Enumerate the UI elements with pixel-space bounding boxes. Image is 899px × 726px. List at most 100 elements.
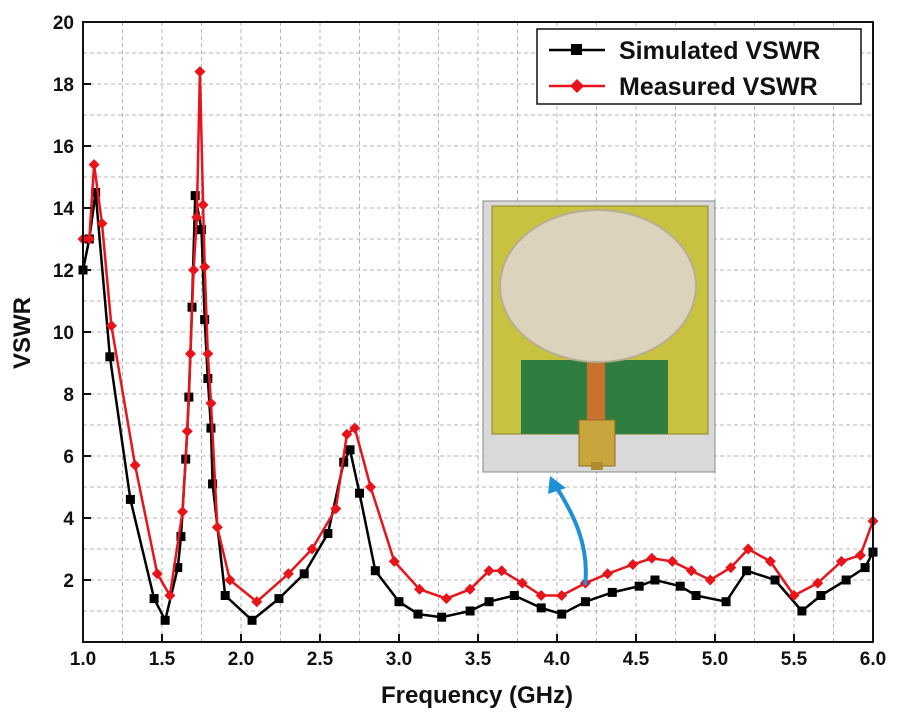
data-point-simulated-vswr	[816, 591, 826, 600]
x-axis-title: Frequency (GHz)	[381, 682, 573, 709]
data-point-measured-vswr	[464, 583, 476, 595]
data-point-simulated-vswr	[721, 597, 731, 607]
data-point-measured-vswr	[341, 428, 353, 440]
data-point-measured-vswr	[788, 590, 800, 601]
data-point-simulated-vswr	[607, 587, 617, 597]
data-point-measured-vswr	[764, 555, 776, 567]
data-point-simulated-vswr	[197, 225, 206, 235]
data-point-simulated-vswr	[203, 374, 213, 383]
data-point-simulated-vswr	[509, 591, 519, 600]
data-point-simulated-vswr	[274, 594, 284, 604]
data-point-measured-vswr	[211, 521, 223, 533]
x-tick-label: 1.0	[70, 649, 96, 670]
data-point-measured-vswr	[666, 555, 678, 567]
data-point-measured-vswr	[742, 543, 754, 555]
data-point-measured-vswr	[516, 577, 528, 589]
data-point-measured-vswr	[197, 199, 209, 211]
y-tick-label: 20	[53, 13, 74, 34]
data-point-measured-vswr	[251, 596, 263, 608]
y-tick-label: 8	[63, 385, 74, 406]
data-point-measured-vswr	[602, 568, 614, 580]
pointer-arrow	[555, 486, 588, 586]
data-point-simulated-vswr	[355, 488, 364, 498]
data-point-simulated-vswr	[173, 563, 183, 573]
data-point-simulated-vswr	[345, 445, 355, 455]
data-point-measured-vswr	[483, 565, 495, 577]
y-tick-label: 2	[63, 571, 74, 592]
data-point-simulated-vswr	[394, 597, 404, 607]
data-point-measured-vswr	[164, 590, 176, 601]
data-point-simulated-vswr	[208, 479, 218, 489]
y-tick-label: 4	[63, 509, 74, 530]
data-point-simulated-vswr	[149, 594, 159, 604]
data-point-measured-vswr	[704, 574, 716, 586]
legend: Simulated VSWR Measured VSWR	[536, 28, 862, 105]
data-point-simulated-vswr	[190, 191, 200, 201]
data-point-measured-vswr	[365, 481, 377, 493]
series-layer	[77, 66, 879, 625]
antenna-photo-inset	[482, 200, 716, 473]
data-point-simulated-vswr	[770, 575, 780, 585]
series-simulated-vswr	[78, 188, 878, 625]
x-tick-label: 1.5	[149, 649, 176, 670]
data-point-measured-vswr	[725, 562, 737, 574]
data-point-simulated-vswr	[91, 188, 101, 197]
data-point-measured-vswr	[105, 320, 117, 332]
data-point-simulated-vswr	[634, 581, 644, 591]
y-tick-label: 18	[53, 75, 74, 96]
data-point-simulated-vswr	[484, 597, 494, 607]
data-point-measured-vswr	[496, 565, 508, 577]
data-point-simulated-vswr	[536, 603, 546, 613]
x-tick-label: 2.0	[228, 649, 254, 670]
data-point-simulated-vswr	[860, 563, 870, 573]
x-tick-label: 3.0	[386, 649, 412, 670]
x-tick-label: 6.0	[860, 649, 886, 670]
data-point-measured-vswr	[835, 555, 847, 567]
y-tick-label: 10	[53, 323, 74, 344]
data-point-simulated-vswr	[206, 423, 216, 433]
data-point-measured-vswr	[88, 159, 100, 171]
y-tick-label: 14	[53, 199, 75, 220]
data-point-simulated-vswr	[176, 532, 186, 542]
y-tick-label: 6	[63, 447, 74, 468]
data-point-measured-vswr	[96, 218, 108, 229]
data-point-simulated-vswr	[841, 575, 851, 585]
legend-box	[536, 28, 862, 105]
data-point-simulated-vswr	[413, 609, 423, 619]
data-point-measured-vswr	[414, 583, 426, 595]
x-tick-label: 5.0	[702, 649, 728, 670]
data-point-simulated-vswr	[160, 615, 170, 625]
legend-marker-simulated	[571, 44, 582, 55]
data-point-measured-vswr	[646, 552, 658, 564]
series-measured-vswr	[77, 66, 879, 608]
data-point-simulated-vswr	[580, 597, 590, 607]
legend-label-simulated: Simulated VSWR	[619, 37, 820, 65]
tick-labels: 1.0 1.5 2.0 2.5 3.0 3.5 4.0 4.5 5.0 5.5 6.0 2 4 6 8 10 1…	[53, 13, 886, 670]
data-point-measured-vswr	[129, 459, 141, 471]
legend-marker-measured	[570, 79, 584, 93]
data-point-measured-vswr	[188, 264, 200, 276]
data-point-measured-vswr	[83, 233, 95, 245]
data-point-measured-vswr	[388, 555, 400, 567]
data-point-simulated-vswr	[370, 566, 380, 576]
data-point-simulated-vswr	[299, 569, 309, 579]
data-point-measured-vswr	[199, 261, 211, 273]
data-point-measured-vswr	[349, 422, 361, 434]
legend-label-measured: Measured VSWR	[619, 73, 818, 101]
data-point-simulated-vswr	[125, 494, 135, 504]
x-tick-label: 3.5	[465, 649, 492, 670]
tick-layer	[82, 21, 874, 642]
sma-connector	[578, 419, 616, 467]
x-tick-label: 5.5	[781, 649, 808, 670]
data-point-measured-vswr	[177, 506, 189, 518]
data-point-measured-vswr	[191, 211, 203, 223]
data-point-simulated-vswr	[691, 591, 701, 600]
x-tick-label: 2.5	[307, 649, 334, 670]
data-point-simulated-vswr	[323, 529, 333, 538]
data-point-simulated-vswr	[220, 591, 230, 600]
data-point-measured-vswr	[282, 568, 294, 580]
y-tick-label: 12	[53, 261, 74, 282]
data-point-measured-vswr	[306, 543, 318, 555]
feed-line	[587, 355, 605, 420]
